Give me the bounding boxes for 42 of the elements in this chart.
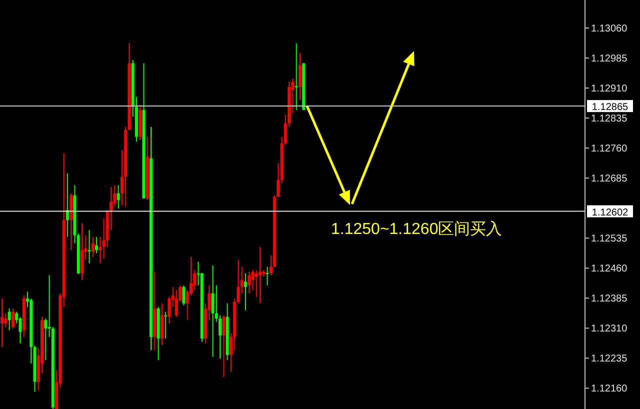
- candlestick: [91, 236, 94, 258]
- candlestick: [222, 314, 226, 378]
- candlestick: [298, 52, 302, 101]
- candlestick: [174, 290, 178, 318]
- candlestick: [11, 308, 14, 330]
- y-tick-label: 1.12310: [591, 324, 628, 335]
- candlestick: [182, 284, 186, 306]
- y-tick-label: 1.12160: [591, 384, 628, 395]
- candlestick: [244, 272, 247, 311]
- candlestick: [211, 264, 214, 358]
- candlestick: [88, 230, 91, 264]
- candlestick: [4, 312, 8, 328]
- annotation: 1.1250~1.1260区间买入: [331, 220, 502, 238]
- ref-line-label: 1.12865: [592, 102, 629, 114]
- ref-line-label: 1.12602: [592, 207, 629, 218]
- candlestick: [248, 271, 251, 294]
- candlestick: [80, 222, 84, 281]
- y-tick-label: 1.12835: [591, 114, 628, 125]
- candlestick: [66, 172, 69, 238]
- y-tick-label: 1.12385: [591, 294, 628, 305]
- candlestick: [240, 266, 244, 294]
- y-tick-label: 1.12235: [591, 354, 628, 365]
- y-tick-label: 1.12460: [591, 264, 628, 275]
- candlestick: [266, 266, 269, 286]
- y-tick-label: 1.12910: [591, 84, 628, 95]
- y-tick-label: 1.12985: [591, 54, 628, 65]
- candlestick: [258, 246, 262, 304]
- candlestick: [98, 236, 102, 264]
- candlestick: [8, 308, 11, 331]
- y-tick-label: 1.12760: [591, 144, 628, 155]
- y-tick-label: 1.12685: [591, 174, 628, 185]
- candlestick: [95, 236, 98, 254]
- y-tick-label: 1.12535: [591, 234, 628, 245]
- candlestick: [276, 162, 280, 198]
- candlestick: [160, 302, 164, 346]
- candlestick: [0, 298, 4, 348]
- candlestick: [44, 318, 48, 361]
- candlestick: [164, 311, 168, 340]
- candlestick: [18, 316, 22, 344]
- candlestick: [168, 296, 171, 324]
- y-tick-label: 1.13060: [591, 24, 628, 35]
- candlestick: [116, 184, 120, 209]
